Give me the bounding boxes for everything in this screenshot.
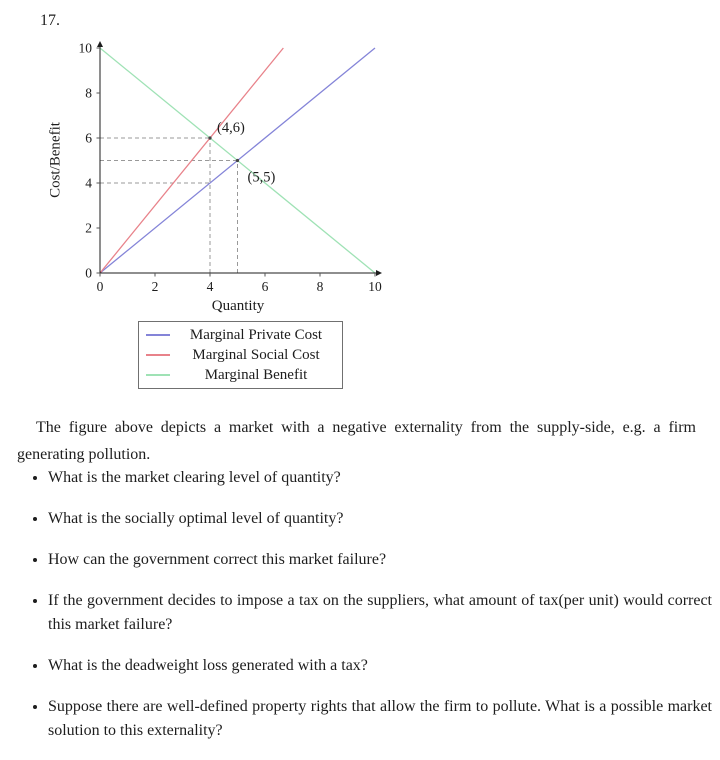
- x-tick-label: 4: [207, 279, 214, 294]
- x-tick-label: 2: [152, 279, 159, 294]
- question-item: What is the market clearing level of qua…: [48, 466, 712, 490]
- x-axis-label: Quantity: [211, 298, 265, 314]
- chart-legend: Marginal Private Cost Marginal Social Cos…: [138, 321, 343, 389]
- question-item: How can the government correct this mark…: [48, 548, 712, 572]
- x-tick-label: 10: [368, 279, 382, 294]
- point-marker: [208, 136, 212, 140]
- x-tick-label: 0: [97, 279, 104, 294]
- legend-label: Marginal Benefit: [204, 367, 308, 383]
- problem-number: 17.: [40, 12, 60, 29]
- legend-swatch-icon: [146, 334, 170, 336]
- y-tick-label: 8: [85, 86, 92, 101]
- legend-swatch-icon: [146, 374, 170, 376]
- question-list: What is the market clearing level of qua…: [28, 466, 712, 760]
- y-tick-label: 4: [85, 176, 92, 191]
- question-item: What is the deadweight loss generated wi…: [48, 654, 712, 678]
- question-item: Suppose there are well-defined property …: [48, 695, 712, 743]
- y-tick-label: 2: [85, 221, 92, 236]
- x-axis-arrow-icon: [376, 270, 382, 276]
- point-label: (5,5): [248, 170, 276, 186]
- question-item: If the government decides to impose a ta…: [48, 589, 712, 637]
- legend-row-marginal-private-cost: Marginal Private Cost: [139, 325, 342, 345]
- legend-row-marginal-social-cost: Marginal Social Cost: [139, 345, 342, 365]
- y-axis-arrow-icon: [97, 41, 103, 47]
- y-tick-label: 0: [85, 266, 92, 281]
- figure-chart: 0 2 4 6 8 10 0 2 4 6 8 10 (4,6) (5,5): [79, 41, 382, 294]
- series-line-marginal-social-cost: [99, 47, 284, 274]
- y-axis-label: Cost/Benefit: [47, 122, 64, 198]
- intro-paragraph: The figure above depicts a market with a…: [17, 419, 696, 463]
- legend-row-marginal-benefit: Marginal Benefit: [139, 365, 342, 385]
- x-tick-label: 8: [317, 279, 324, 294]
- point-marker: [235, 158, 240, 163]
- legend-swatch-icon: [146, 354, 170, 356]
- y-tick-label: 10: [79, 41, 93, 56]
- question-item: What is the socially optimal level of qu…: [48, 507, 712, 531]
- legend-label: Marginal Private Cost: [189, 327, 323, 343]
- x-tick-label: 6: [262, 279, 269, 294]
- y-tick-label: 6: [85, 131, 92, 146]
- point-label: (4,6): [217, 120, 245, 136]
- legend-label: Marginal Social Cost: [192, 347, 320, 363]
